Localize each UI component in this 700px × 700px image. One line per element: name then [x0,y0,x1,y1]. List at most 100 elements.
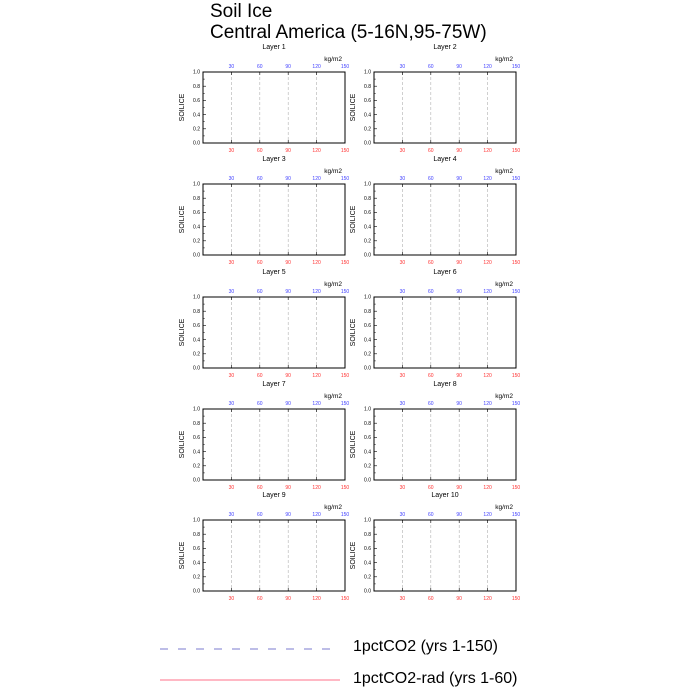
panel-7-frame [202,408,346,481]
panel-6-ylabel: SOILICE [350,318,357,346]
panel-4-bottom-tick-30: 30 [400,260,406,266]
panel-4-top-tick-30: 30 [400,176,406,182]
panel-6-label: Layer 6 [433,269,456,276]
panel-2-y-tick-1.0: 1.0 [364,70,371,76]
panel-4-y-tick-0.4: 0.4 [364,224,371,230]
panel-3-bottom-tick-60: 60 [257,260,263,266]
panel-1-y-tick-0.8: 0.8 [193,84,200,90]
panel-5-top-tick-90: 90 [285,289,291,295]
panel-5-top-tick-60: 60 [257,289,263,295]
panel-3-top-tick-150: 150 [341,176,350,182]
panel-4-label: Layer 4 [433,156,456,163]
panel-9-top-tick-60: 60 [257,512,263,518]
legend-label-1pctco2-rad: 1pctCO2-rad (yrs 1-60) [353,670,518,687]
panel-8-bottom-tick-30: 30 [400,485,406,491]
panel-9-top-tick-90: 90 [285,512,291,518]
panel-6-top-tick-60: 60 [428,289,434,295]
panel-10-bottom-tick-30: 30 [400,596,406,602]
panel-6-y-tick-0.4: 0.4 [364,337,371,343]
panel-1-ylabel: SOILICE [179,93,186,121]
panel-7-bottom-tick-30: 30 [229,485,235,491]
panel-3-bottom-tick-30: 30 [229,260,235,266]
panel-7-top-tick-30: 30 [229,401,235,407]
panel-9-y-tick-1.0: 1.0 [193,518,200,524]
panel-6-frame [373,296,517,369]
panel-9-bottom-tick-90: 90 [285,596,291,602]
panel-8-y-tick-1.0: 1.0 [364,407,371,413]
panel-3-bottom-tick-120: 120 [312,260,321,266]
panel-1-bottom-tick-90: 90 [285,148,291,154]
panel-2-bottom-tick-120: 120 [483,148,492,154]
panel-2-units: kg/m2 [495,56,513,63]
panel-3-y-tick-0.8: 0.8 [193,196,200,202]
panel-5-frame [202,296,346,369]
panel-8-label: Layer 8 [433,381,456,388]
panel-4-top-tick-150: 150 [512,176,521,182]
panel-6-units: kg/m2 [495,281,513,288]
panel-3-top-tick-30: 30 [229,176,235,182]
panel-3-frame [202,183,346,256]
panel-7-bottom-tick-120: 120 [312,485,321,491]
panel-6-y-tick-0.2: 0.2 [364,352,371,358]
panel-5-top-tick-150: 150 [341,289,350,295]
panel-10-top-tick-90: 90 [456,512,462,518]
panel-8-top-tick-120: 120 [483,401,492,407]
panel-7-top-tick-120: 120 [312,401,321,407]
panel-1-y-tick-0.2: 0.2 [193,127,200,133]
panel-9-frame [202,519,346,592]
panel-9-y-tick-0.8: 0.8 [193,532,200,538]
panel-8-y-tick-0.2: 0.2 [364,464,371,470]
panel-7-top-tick-150: 150 [341,401,350,407]
panel-8-bottom-tick-90: 90 [456,485,462,491]
panel-7-y-tick-1.0: 1.0 [193,407,200,413]
panel-2-y-tick-0.6: 0.6 [364,98,371,104]
panel-1-y-tick-0.0: 0.0 [193,141,200,147]
panel-8-top-tick-60: 60 [428,401,434,407]
panel-10-bottom-tick-90: 90 [456,596,462,602]
panel-2-y-tick-0.0: 0.0 [364,141,371,147]
panel-5-bottom-tick-120: 120 [312,373,321,379]
panel-6-y-tick-0.8: 0.8 [364,309,371,315]
panel-10-y-tick-0.6: 0.6 [364,546,371,552]
panel-7-ylabel: SOILICE [179,430,186,458]
panel-4-bottom-tick-90: 90 [456,260,462,266]
panel-7-y-tick-0.0: 0.0 [193,478,200,484]
panel-8-bottom-tick-120: 120 [483,485,492,491]
panel-8-bottom-tick-150: 150 [512,485,521,491]
panel-5-bottom-tick-60: 60 [257,373,263,379]
panel-6-bottom-tick-60: 60 [428,373,434,379]
panel-5-bottom-tick-30: 30 [229,373,235,379]
panel-4-bottom-tick-120: 120 [483,260,492,266]
panel-1-label: Layer 1 [262,44,285,51]
panel-8-y-tick-0.0: 0.0 [364,478,371,484]
panel-8-units: kg/m2 [495,393,513,400]
panel-10-bottom-tick-150: 150 [512,596,521,602]
panel-1-bottom-tick-150: 150 [341,148,350,154]
panel-8-top-tick-30: 30 [400,401,406,407]
panel-2-top-tick-30: 30 [400,64,406,70]
panel-1-top-tick-90: 90 [285,64,291,70]
panel-1-bottom-tick-60: 60 [257,148,263,154]
panel-8-bottom-tick-60: 60 [428,485,434,491]
panel-2-y-tick-0.8: 0.8 [364,84,371,90]
panel-4-bottom-tick-60: 60 [428,260,434,266]
panel-9-top-tick-30: 30 [229,512,235,518]
panel-9-bottom-tick-60: 60 [257,596,263,602]
panel-7-y-tick-0.6: 0.6 [193,435,200,441]
panel-3-units: kg/m2 [324,168,342,175]
panel-6-top-tick-90: 90 [456,289,462,295]
panel-2-frame [373,71,517,144]
panel-5-y-tick-0.8: 0.8 [193,309,200,315]
panel-1-bottom-tick-30: 30 [229,148,235,154]
panel-9-y-tick-0.0: 0.0 [193,589,200,595]
panel-1-y-tick-0.6: 0.6 [193,98,200,104]
panel-4-y-tick-0.2: 0.2 [364,239,371,245]
panel-8-top-tick-90: 90 [456,401,462,407]
panel-7-y-tick-0.2: 0.2 [193,464,200,470]
panel-10-bottom-tick-120: 120 [483,596,492,602]
panel-5-label: Layer 5 [262,269,285,276]
panel-4-y-tick-0.6: 0.6 [364,210,371,216]
panel-10-top-tick-60: 60 [428,512,434,518]
panel-2-top-tick-120: 120 [483,64,492,70]
panel-5-top-tick-30: 30 [229,289,235,295]
